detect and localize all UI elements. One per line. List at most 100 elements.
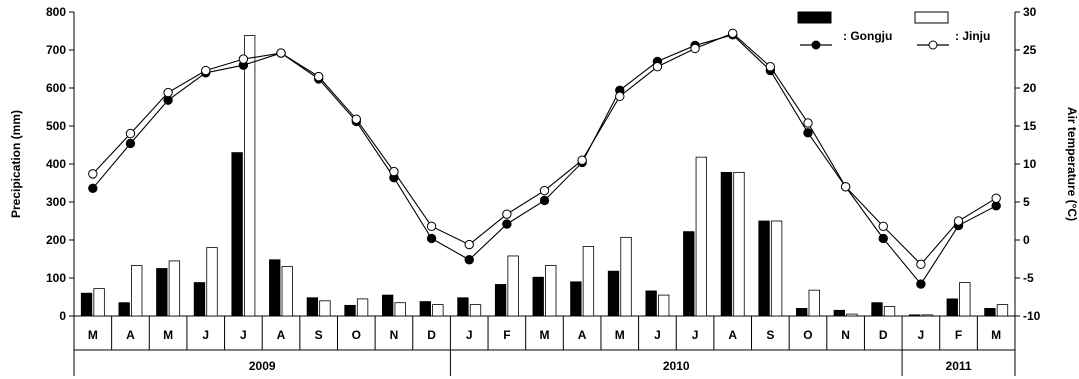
temp-point-gongju: [502, 219, 512, 229]
bar-jinju: [432, 304, 444, 317]
bar-jinju: [582, 246, 595, 317]
month-label: M: [615, 328, 625, 342]
month-label: J: [918, 328, 925, 342]
right-tick-label: -5: [1023, 271, 1034, 285]
left-tick-label: 400: [46, 157, 66, 171]
lines-layer: [88, 28, 1001, 289]
bar-gongju: [156, 268, 168, 317]
month-label: M: [163, 328, 173, 342]
legend-gongju-label: : Gongju: [843, 29, 892, 43]
year-label: 2010: [663, 359, 690, 373]
temp-point-jinju: [840, 182, 851, 192]
left-tick-label: 600: [46, 81, 66, 95]
temp-point-jinju: [577, 155, 587, 165]
month-label: N: [390, 328, 399, 342]
month-label: N: [841, 328, 850, 342]
bar-jinju: [507, 255, 519, 317]
legend-gongju-bar-swatch: [797, 11, 832, 24]
bar-gongju: [607, 270, 620, 317]
month-label: S: [315, 328, 323, 342]
bar-gongju: [118, 302, 130, 317]
bar-jinju: [846, 313, 858, 317]
temp-point-jinju: [652, 62, 663, 72]
month-label: A: [126, 328, 135, 342]
left-tick-label: 800: [46, 5, 66, 19]
bar-gongju: [984, 307, 996, 317]
temp-point-jinju: [916, 259, 926, 270]
bar-gongju: [419, 301, 431, 317]
bar-gongju: [80, 292, 93, 317]
bar-gongju: [946, 298, 958, 317]
right-tick-label: 0: [1023, 233, 1030, 247]
temp-point-jinju: [728, 28, 738, 38]
bar-jinju: [243, 35, 256, 317]
bar-jinju: [356, 298, 369, 317]
bar-gongju: [269, 259, 281, 317]
bars-layer: [80, 35, 1009, 317]
month-label: A: [277, 328, 286, 342]
right-tick-label: 25: [1023, 43, 1037, 57]
temp-point-jinju: [276, 48, 286, 58]
left-tick-label: 700: [46, 43, 66, 57]
month-label: D: [427, 328, 436, 342]
bar-gongju: [306, 297, 319, 317]
month-label: J: [240, 328, 247, 342]
month-label: D: [879, 328, 888, 342]
right-tick-label: 15: [1023, 119, 1037, 133]
bar-gongju: [758, 220, 770, 317]
bar-jinju: [996, 304, 1009, 317]
legend-jinju-label: : Jinju: [955, 29, 990, 43]
bar-gongju: [720, 171, 733, 317]
month-label: J: [202, 328, 209, 342]
bar-jinju: [281, 266, 293, 317]
bar-jinju: [93, 288, 105, 317]
temp-line-gongju: [92, 34, 997, 286]
temp-point-jinju: [163, 87, 173, 98]
month-label: O: [352, 328, 361, 342]
right-tick-label: -10: [1023, 309, 1041, 323]
temp-point-jinju: [426, 221, 437, 232]
bar-jinju: [319, 300, 331, 317]
axes-layer: 0 100 200 300 400 500 600 700 800 -10 -5 0 5 10 15 20 25…: [46, 5, 1041, 376]
legend: : Gongju : Jinju: [797, 11, 990, 50]
temp-point-jinju: [690, 43, 700, 54]
month-label: M: [540, 328, 550, 342]
temp-point-jinju: [765, 62, 776, 72]
bar-jinju: [469, 304, 482, 317]
left-tick-label: 300: [46, 195, 66, 209]
year-label: 2011: [946, 359, 972, 373]
bar-jinju: [658, 294, 670, 317]
temp-point-gongju: [426, 233, 437, 244]
left-tick-label: 200: [46, 233, 66, 247]
month-label: F: [955, 328, 962, 342]
bar-jinju: [620, 236, 632, 317]
bar-jinju: [695, 156, 707, 317]
bar-gongju: [382, 294, 394, 317]
temp-point-jinju: [803, 118, 813, 128]
month-label: J: [654, 328, 661, 342]
bar-gongju: [570, 281, 582, 317]
right-axis-title: Air temperature (°C): [1065, 107, 1079, 221]
temp-point-gongju: [803, 128, 813, 138]
year-label: 2009: [249, 359, 276, 373]
bar-jinju: [808, 289, 820, 317]
month-label: M: [991, 328, 1001, 342]
bar-gongju: [833, 309, 846, 317]
bar-jinju: [168, 260, 181, 317]
month-label: O: [803, 328, 812, 342]
bar-jinju: [921, 314, 933, 317]
temp-point-gongju: [125, 138, 136, 149]
temp-point-gongju: [464, 255, 474, 265]
temp-point-jinju: [539, 185, 550, 196]
temp-point-jinju: [351, 114, 361, 124]
bar-gongju: [908, 314, 921, 317]
bar-jinju: [206, 247, 218, 317]
legend-gongju-marker: [811, 40, 821, 50]
right-tick-label: 10: [1023, 157, 1037, 171]
temp-point-jinju: [953, 216, 964, 226]
left-tick-label: 100: [46, 271, 66, 285]
temp-point-gongju: [88, 183, 98, 194]
bar-gongju: [871, 302, 883, 317]
temp-point-gongju: [878, 233, 888, 244]
